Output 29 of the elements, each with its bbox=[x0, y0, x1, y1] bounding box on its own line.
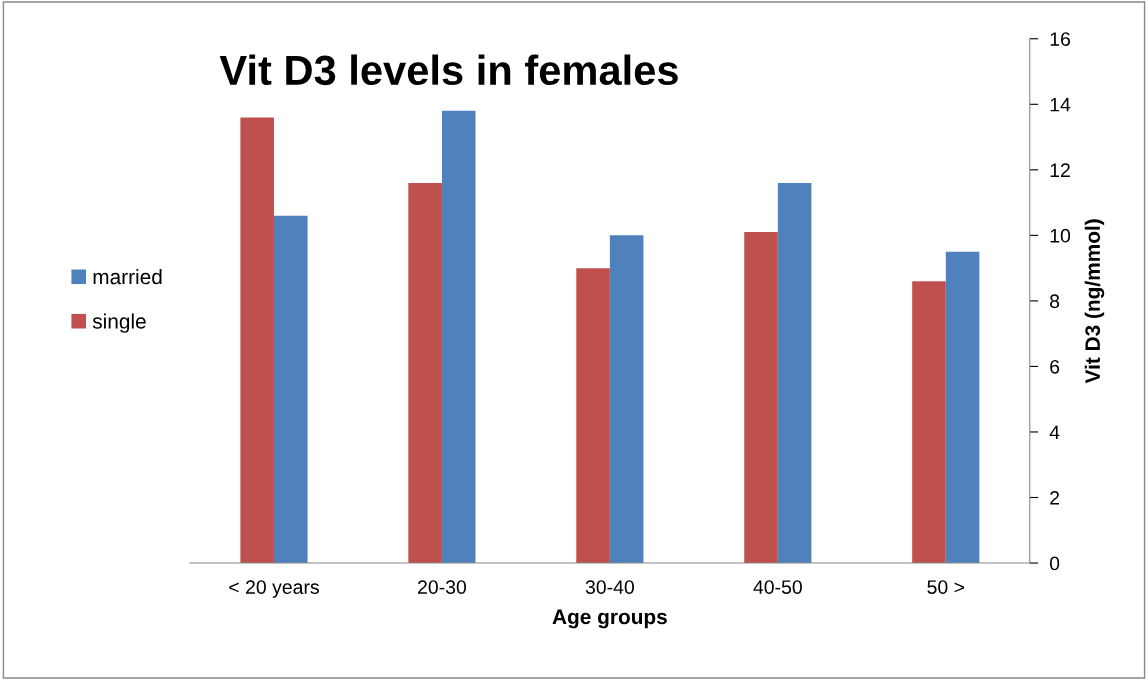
x-tick-label: 50 > bbox=[927, 580, 965, 594]
bar bbox=[408, 182, 442, 564]
bar bbox=[777, 182, 812, 564]
x-tick-label: < 20 years bbox=[229, 580, 319, 598]
bar bbox=[441, 110, 476, 564]
y-tick-label: 12 bbox=[1050, 163, 1070, 177]
y-tick-label: 8 bbox=[1050, 294, 1060, 309]
bar bbox=[744, 232, 778, 564]
bar bbox=[273, 215, 308, 564]
y-tick-label: 14 bbox=[1050, 97, 1071, 112]
legend-label: married bbox=[93, 268, 162, 285]
x-axis-title: Age groups bbox=[552, 609, 667, 629]
y-tick-label: 6 bbox=[1050, 359, 1060, 374]
bar bbox=[240, 117, 274, 564]
y-axis-title: Vit D3 (ng/mmol) bbox=[1084, 219, 1105, 384]
chart-title: Vit D3 levels in females bbox=[219, 54, 678, 86]
bar bbox=[609, 235, 644, 564]
x-tick-label: 20-30 bbox=[418, 580, 467, 594]
y-tick-label: 10 bbox=[1050, 228, 1071, 243]
y-tick-label: 2 bbox=[1050, 490, 1060, 505]
bar bbox=[576, 268, 610, 564]
x-tick-label: 30-40 bbox=[585, 580, 634, 594]
legend-label: single bbox=[92, 313, 146, 333]
y-tick-label: 16 bbox=[1050, 32, 1070, 46]
bar bbox=[945, 251, 980, 564]
x-tick-label: 40-50 bbox=[753, 580, 802, 594]
y-tick-label: 0 bbox=[1049, 556, 1060, 571]
y-tick-label: 4 bbox=[1049, 425, 1060, 440]
bar bbox=[912, 281, 946, 564]
